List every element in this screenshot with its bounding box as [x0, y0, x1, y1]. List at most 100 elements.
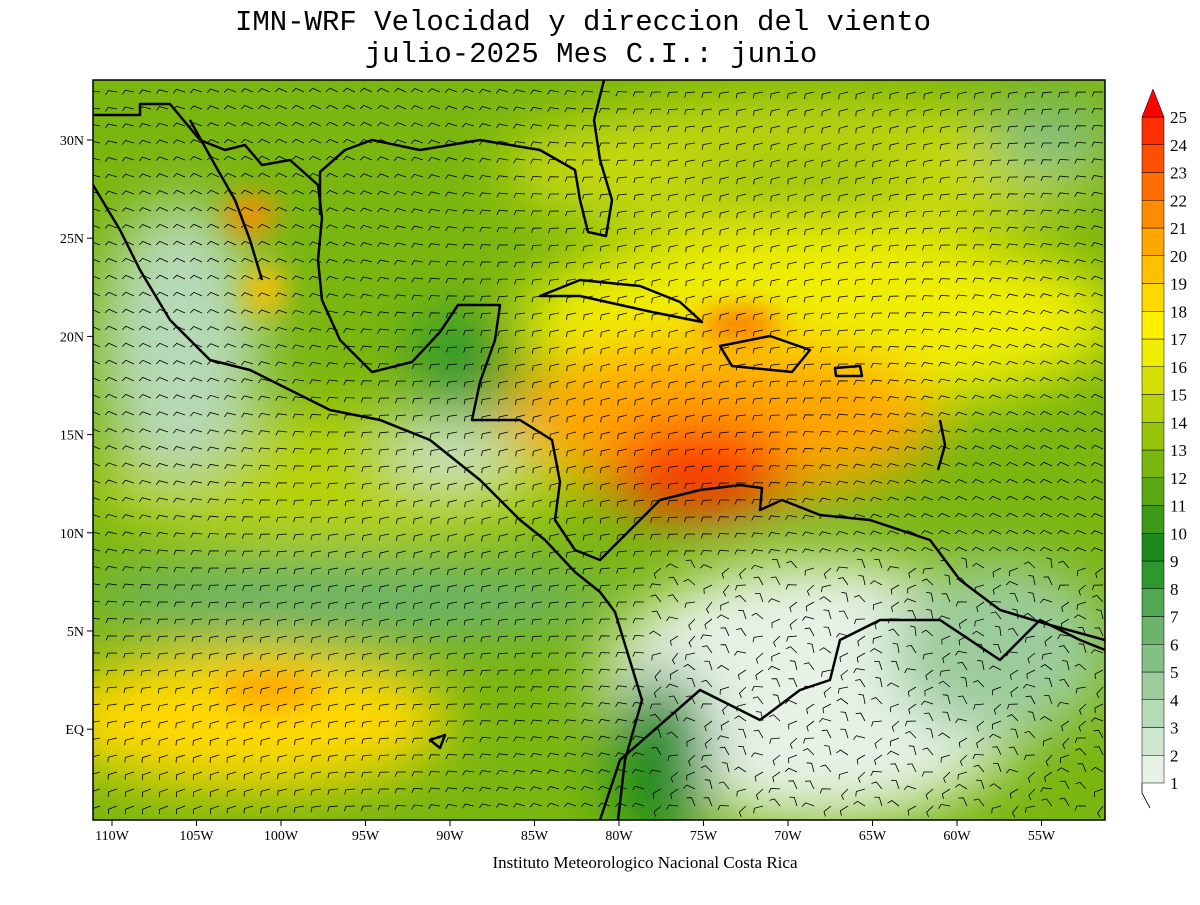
wind-barb [156, 584, 169, 590]
wind-barb [547, 769, 560, 775]
wind-barb [1094, 669, 1104, 680]
wind-barb [633, 210, 645, 218]
wind-barb [155, 206, 169, 212]
wind-barb [734, 549, 747, 555]
wind-barb [954, 546, 968, 552]
wind-barb [360, 414, 373, 421]
wind-barb [1074, 376, 1087, 382]
wind-barb [990, 176, 1002, 183]
wind-barb [736, 176, 747, 185]
wind-barb [717, 804, 730, 811]
wind-barb [1060, 618, 1070, 629]
wind-barb [634, 431, 645, 439]
wind-barb [430, 567, 441, 576]
wind-barb [207, 532, 220, 539]
wind-barb [956, 142, 968, 150]
wind-barb [514, 635, 526, 642]
wind-barb [872, 635, 883, 644]
wind-barb [869, 513, 883, 519]
wind-barb [871, 278, 883, 285]
wind-barb [515, 397, 526, 406]
wind-barb [704, 779, 713, 790]
wind-barb [754, 771, 764, 782]
wind-barb [788, 720, 798, 730]
wind-barb [769, 312, 781, 320]
wind-barb [631, 752, 645, 757]
wind-barb [291, 292, 305, 298]
wind-barb [988, 495, 1002, 501]
wind-barb [294, 720, 305, 728]
wind-barb [1039, 293, 1053, 298]
wind-barb [326, 379, 339, 385]
wind-barb [938, 294, 951, 300]
wind-barb [105, 583, 118, 589]
wind-barb [309, 379, 322, 385]
wind-barb [360, 259, 373, 265]
wind-barb [394, 225, 407, 231]
wind-barb [1073, 478, 1087, 484]
wind-barb [223, 189, 237, 195]
wind-barb [853, 413, 866, 419]
wind-barb [955, 294, 968, 300]
wind-barb [853, 735, 866, 741]
wind-barb [786, 397, 798, 404]
wind-barb [413, 550, 424, 559]
wind-barb [274, 275, 288, 280]
wind-barb [138, 376, 152, 382]
wind-barb [702, 227, 713, 236]
wind-barb [140, 703, 152, 711]
wind-barb [904, 312, 917, 318]
wind-barb [207, 429, 220, 435]
wind-barb [496, 175, 509, 181]
wind-barb [937, 412, 951, 417]
wind-barb [973, 108, 985, 116]
wind-barb [650, 482, 662, 490]
wind-barb [1057, 209, 1070, 215]
wind-barb [955, 327, 968, 333]
wind-barb [294, 754, 305, 762]
wind-barb [837, 295, 849, 302]
wind-barb [838, 142, 849, 151]
wind-barb [838, 159, 849, 168]
wind-barb [668, 210, 679, 218]
wind-barb [93, 652, 101, 654]
wind-barb [1091, 175, 1104, 181]
wind-barb [667, 125, 679, 132]
wind-barb [989, 293, 1002, 299]
wind-barb [820, 295, 832, 303]
wind-barb [532, 516, 543, 525]
wind-barb [821, 584, 832, 593]
wind-barb [121, 140, 135, 145]
wind-barb [1011, 805, 1019, 818]
wind-barb [736, 346, 747, 354]
wind-barb [429, 380, 441, 387]
x-tick-label: 60W [943, 829, 971, 844]
wind-barb [243, 805, 254, 814]
wind-barb [549, 414, 560, 423]
colorbar-swatch [1141, 422, 1165, 451]
wind-barb [992, 720, 1002, 730]
wind-barb [891, 779, 900, 790]
wind-barb [1078, 720, 1087, 732]
wind-barb [1074, 141, 1087, 148]
wind-barb [1091, 158, 1104, 164]
wind-barb [548, 635, 560, 642]
wind-barb [93, 635, 101, 637]
wind-barb [1056, 377, 1070, 382]
wind-barb [326, 396, 339, 402]
wind-barb [159, 788, 169, 798]
wind-barb [1040, 142, 1052, 148]
wind-barb [889, 108, 900, 117]
wind-barb [549, 397, 560, 406]
wind-barb [93, 174, 101, 178]
wind-barb [786, 329, 798, 337]
wind-barb [93, 377, 101, 382]
wind-barb [581, 652, 594, 658]
wind-barb [429, 431, 441, 439]
wind-barb [989, 193, 1002, 199]
wind-barb [155, 377, 169, 382]
wind-barb [666, 616, 679, 622]
wind-barb [971, 377, 985, 383]
wind-barb [430, 601, 441, 609]
wind-barb [206, 309, 220, 314]
